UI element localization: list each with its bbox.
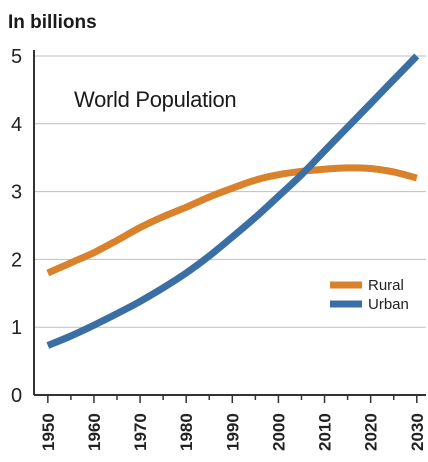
x-tick-label: 2030 <box>408 413 427 451</box>
x-tick-label: 2000 <box>269 413 288 451</box>
y-tick-label: 0 <box>11 385 22 407</box>
series-line-rural <box>46 164 418 277</box>
x-tick-label: 1990 <box>223 413 242 451</box>
legend: Rural Urban <box>330 277 409 313</box>
x-tick-label: 2020 <box>362 413 381 451</box>
series-layer <box>46 53 420 349</box>
chart-title: World Population <box>74 87 236 112</box>
legend-label-rural: Rural <box>368 277 404 294</box>
axis-layer: 0 1 2 3 4 5 1950 1960 1970 1980 1990 2000 2010 2020 20… <box>11 46 427 451</box>
x-tick-label: 2010 <box>316 413 335 451</box>
y-tick-label: 3 <box>11 182 22 204</box>
y-tick-label: 4 <box>11 114 22 136</box>
y-tick-label: 1 <box>11 317 22 339</box>
x-tick-label: 1970 <box>131 413 150 451</box>
series-line-urban <box>46 53 420 349</box>
x-tick-label: 1980 <box>177 413 196 451</box>
x-tick-label: 1950 <box>39 413 58 451</box>
y-tick-label: 2 <box>11 249 22 271</box>
x-tick-label: 1960 <box>85 413 104 451</box>
y-tick-label: 5 <box>11 46 22 68</box>
unit-label: In billions <box>8 12 97 33</box>
legend-label-urban: Urban <box>368 296 409 313</box>
